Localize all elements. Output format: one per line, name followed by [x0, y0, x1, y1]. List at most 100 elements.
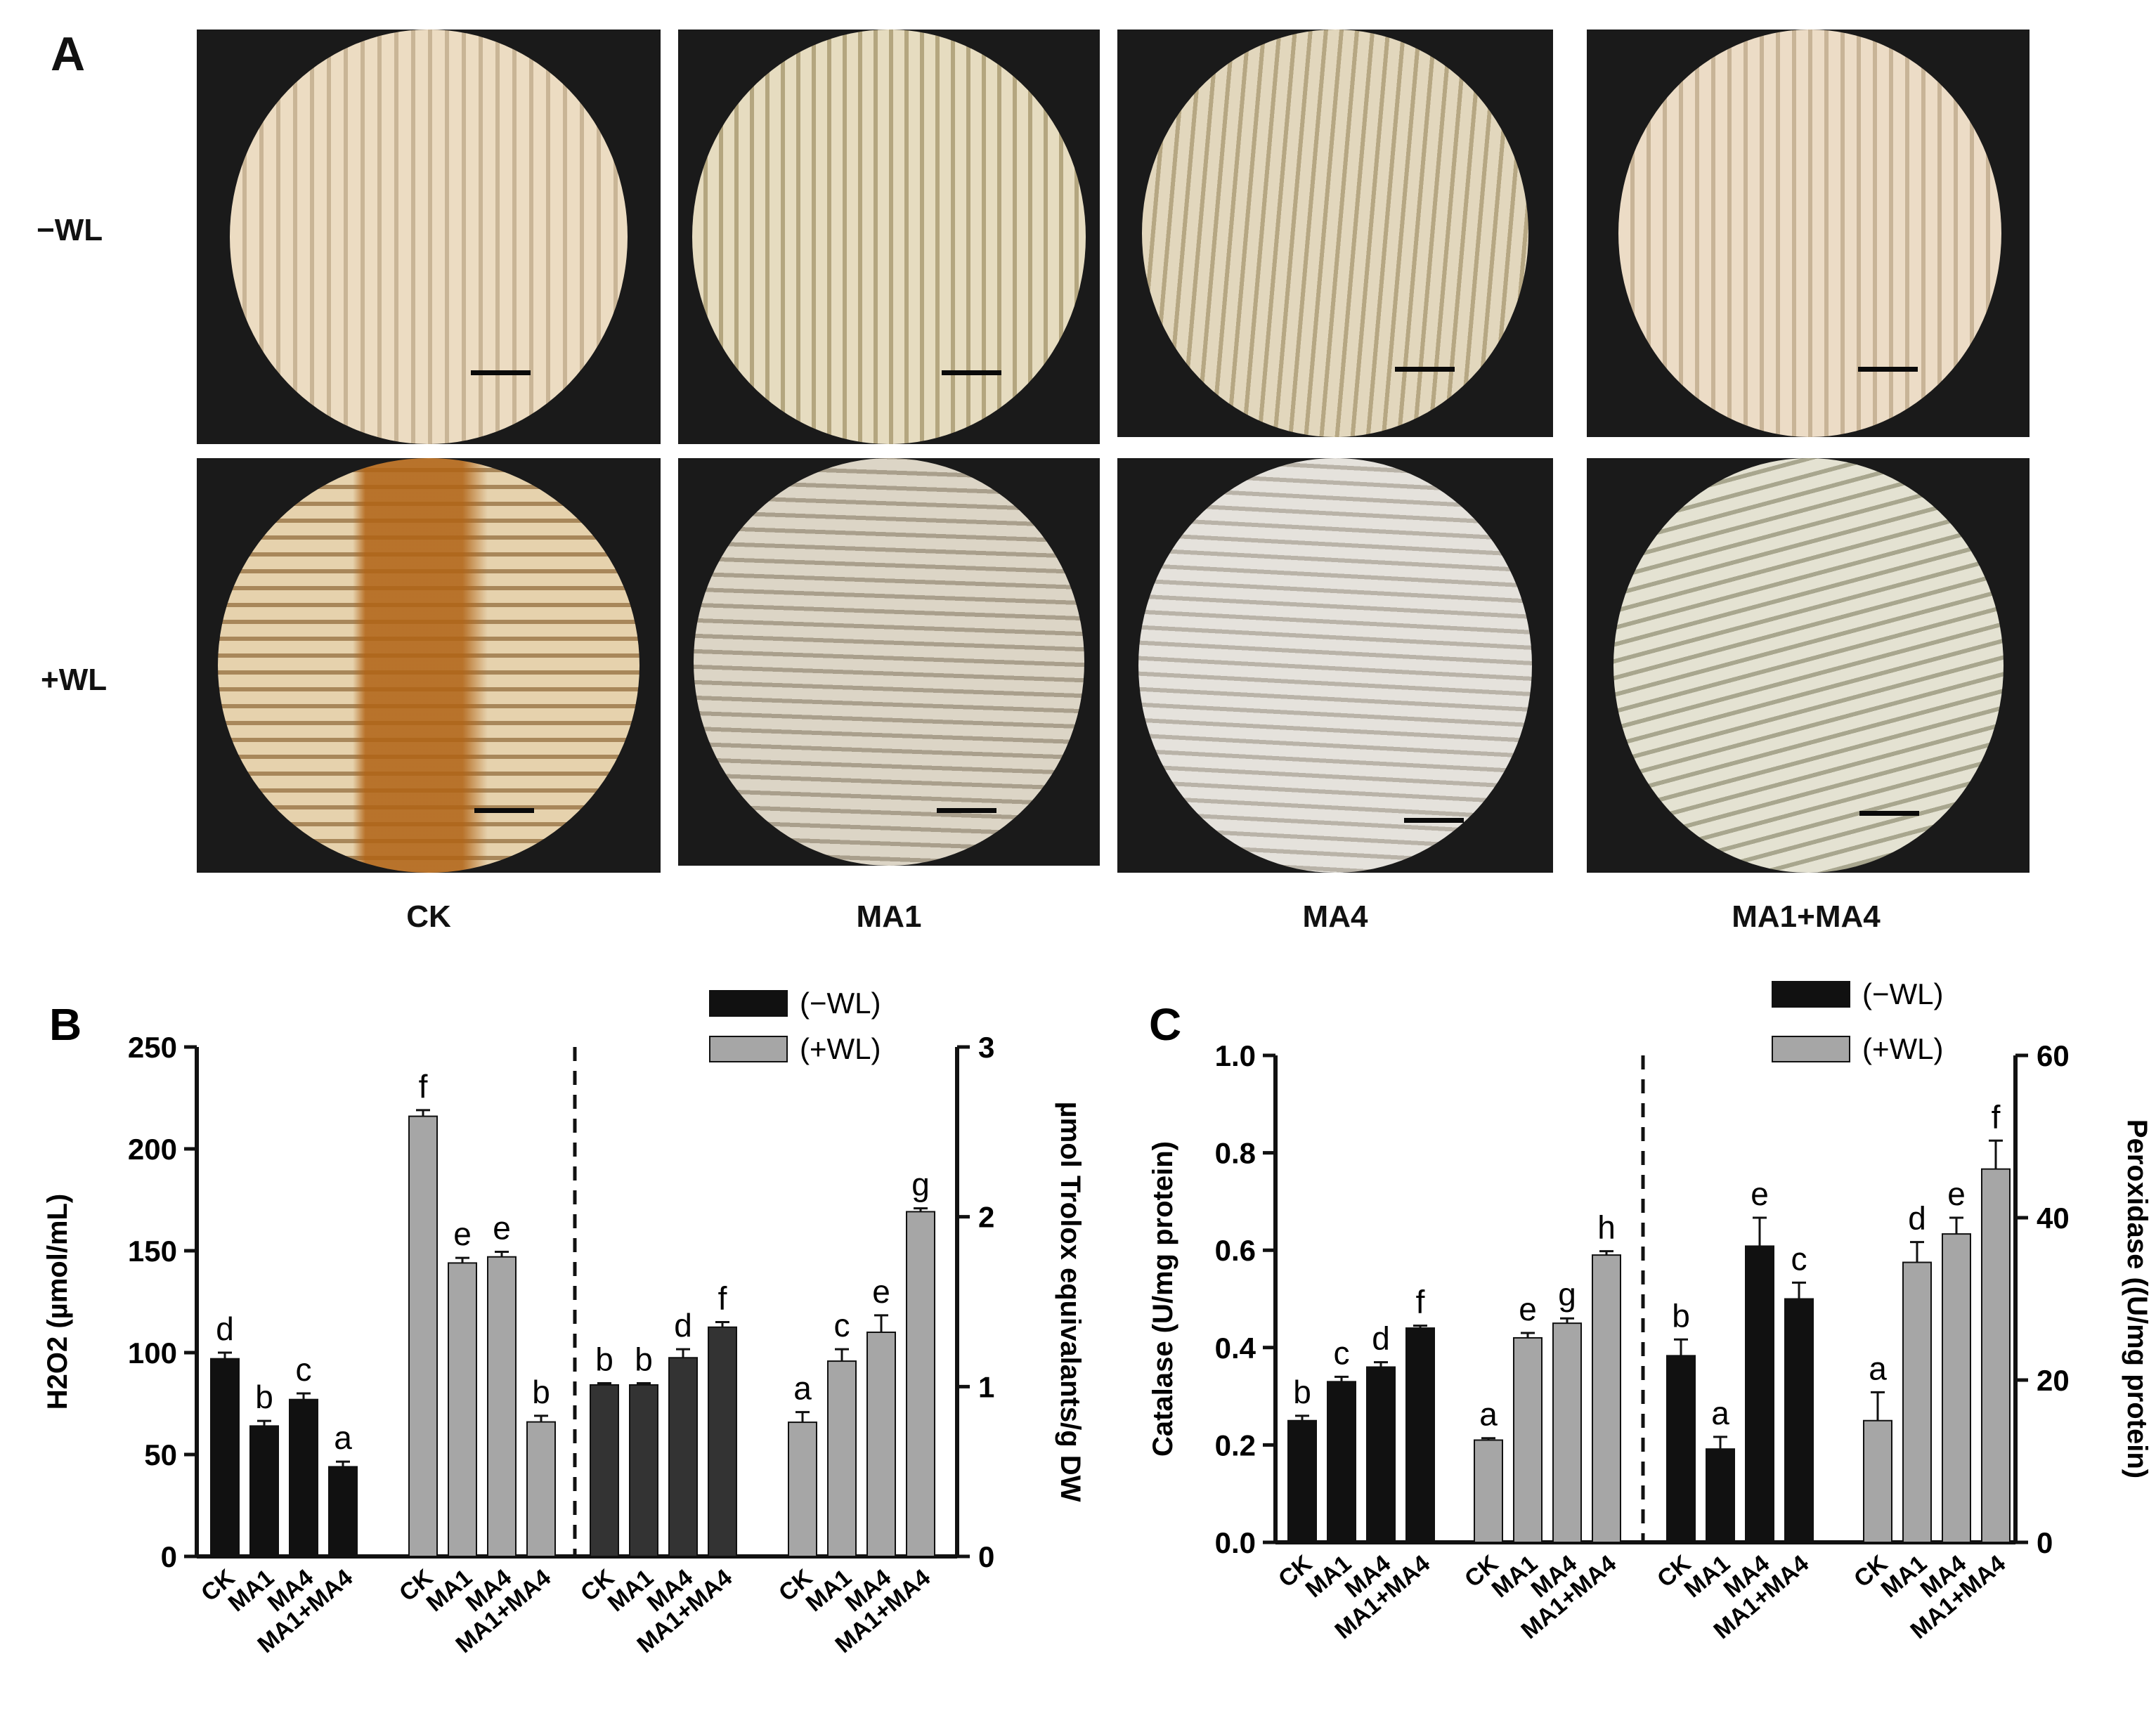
chart-c-bar-3-2 — [1942, 1233, 1971, 1543]
chart-c-sig-letter: a — [1869, 1350, 1887, 1386]
chart-c-sig-letter: f — [1992, 1098, 2001, 1135]
micrograph-minus-wl-ma4 — [1117, 30, 1553, 437]
chart-c-sig-letter: d — [1908, 1200, 1926, 1237]
col-label-ck: CK — [406, 899, 451, 934]
chart-b-bar-1-2 — [487, 1256, 517, 1557]
chart-c-legend-label-1: (+WL) — [1862, 1032, 1944, 1065]
chart-c-sig-letter: f — [1416, 1284, 1425, 1320]
chart-c-bar-0-3 — [1405, 1327, 1435, 1543]
chart-c-bar-3-0 — [1863, 1419, 1892, 1543]
row-label-minus-wl: −WL — [37, 213, 103, 247]
chart-c-bar-1-3 — [1592, 1254, 1621, 1543]
chart-c-sig-letter: e — [1751, 1176, 1769, 1212]
chart-c-left-tick-label: 0.2 — [1215, 1429, 1256, 1462]
chart-c-bar-2-3 — [1784, 1298, 1814, 1543]
micrograph-plus-wl-ck — [197, 458, 661, 873]
chart-c-right-tick-label: 40 — [2037, 1202, 2070, 1235]
chart-c-sig-letter: b — [1672, 1297, 1690, 1334]
col-label-ma1-ma4: MA1+MA4 — [1732, 899, 1881, 934]
chart-b-left-tick-label: 150 — [128, 1235, 177, 1268]
chart-c-sig-letter: b — [1293, 1374, 1311, 1410]
micrograph-plus-wl-ma4 — [1117, 458, 1553, 873]
chart-b-bar-2-1 — [629, 1384, 658, 1557]
chart-c-left-tick-label: 0.8 — [1215, 1137, 1256, 1170]
micrograph-minus-wl-ma1-ma4 — [1587, 30, 2030, 437]
chart-b-bar-3-1 — [827, 1360, 857, 1558]
chart-c-right-tick-label: 0 — [2037, 1526, 2053, 1559]
chart-b-right-tick-label: 3 — [978, 1031, 994, 1064]
chart-b-sig-letter: b — [255, 1379, 273, 1415]
chart-c-sig-letter: a — [1479, 1396, 1498, 1433]
micrograph-plus-wl-ma1 — [678, 458, 1100, 866]
chart-b-legend-swatch-0 — [709, 990, 788, 1017]
panel-a-letter: A — [51, 27, 86, 81]
chart-b-sig-letter: a — [334, 1419, 352, 1456]
chart-b-bar-0-0 — [210, 1358, 240, 1557]
chart-c-sig-letter: e — [1519, 1291, 1537, 1327]
chart-b-left-tick-label: 0 — [161, 1540, 177, 1573]
chart-c-bar-1-0 — [1474, 1439, 1503, 1543]
chart-c-bar-3-1 — [1902, 1261, 1932, 1544]
chart-c-legend-swatch-0 — [1772, 981, 1850, 1008]
chart-b-bar-3-3 — [906, 1211, 935, 1557]
chart-b-sig-letter: d — [216, 1310, 234, 1347]
chart-c-right-tick-label: 60 — [2037, 1039, 2070, 1072]
chart-c-sig-letter: d — [1372, 1320, 1390, 1357]
chart-c-left-axis-title: Catalase (U/mg protein) — [1148, 1141, 1178, 1457]
chart-b-left-axis-title: H2O2 (µmol/mL) — [42, 1194, 73, 1410]
chart-b-left-tick-label: 100 — [128, 1336, 177, 1370]
chart-c-bar-3-3 — [1981, 1168, 2011, 1543]
chart-b-legend-swatch-1 — [709, 1036, 788, 1062]
chart-b-sig-letter: g — [911, 1166, 930, 1203]
chart-b-bar-0-2 — [289, 1398, 318, 1557]
micrograph-minus-wl-ck — [197, 30, 661, 444]
chart-c-left-tick-label: 1.0 — [1215, 1039, 1256, 1072]
chart-c-bar-0-2 — [1366, 1366, 1396, 1544]
chart-c-legend-label-0: (−WL) — [1862, 977, 1944, 1010]
chart-c-panel-letter: C — [1149, 999, 1181, 1050]
chart-b-right-tick-label: 2 — [978, 1201, 994, 1234]
chart-c-bar-2-2 — [1745, 1245, 1774, 1544]
chart-b-left-tick-label: 200 — [128, 1133, 177, 1166]
chart-c-bar-1-2 — [1552, 1322, 1582, 1544]
chart-b-legend-label-1: (+WL) — [800, 1032, 881, 1065]
chart-b-bar-1-0 — [408, 1115, 438, 1557]
chart-c-sig-letter: h — [1597, 1209, 1616, 1246]
chart-b-sig-letter: b — [595, 1341, 613, 1378]
chart-b-left-tick-label: 250 — [128, 1031, 177, 1064]
chart-b-sig-letter: e — [453, 1216, 472, 1252]
chart-c-sig-letter: e — [1947, 1176, 1966, 1212]
chart-c-bar-2-0 — [1666, 1355, 1696, 1543]
chart-b-sig-letter: d — [674, 1307, 692, 1344]
chart-b-right-axis-title: µmol Trolox equivalants/g DW — [1055, 1102, 1086, 1502]
chart-c-left-tick-label: 0.0 — [1215, 1526, 1256, 1559]
chart-c-bar-2-1 — [1706, 1448, 1735, 1544]
micrograph-plus-wl-ma1-ma4 — [1587, 458, 2030, 873]
chart-c-legend-swatch-1 — [1772, 1036, 1850, 1062]
chart-c-sig-letter: c — [1334, 1334, 1350, 1371]
chart-c-right-axis-title: Peroxidase ((U/mg protein) — [2122, 1119, 2152, 1478]
chart-c-sig-letter: a — [1711, 1395, 1729, 1431]
chart-b-sig-letter: f — [718, 1280, 727, 1317]
chart-b-sig-letter: c — [834, 1307, 850, 1344]
chart-b-bar-2-3 — [708, 1326, 737, 1557]
chart-b-legend-label-0: (−WL) — [800, 987, 881, 1020]
chart-c-left-tick-label: 0.4 — [1215, 1332, 1256, 1365]
chart-b-bar-3-0 — [788, 1422, 817, 1558]
chart-b-bar-0-3 — [328, 1466, 358, 1557]
chart-b-bar-2-2 — [668, 1357, 698, 1557]
micrograph-minus-wl-ma1 — [678, 30, 1100, 444]
chart-b-sig-letter: a — [793, 1370, 812, 1407]
chart-b-bar-2-0 — [590, 1384, 619, 1557]
chart-c-left-tick-label: 0.6 — [1215, 1234, 1256, 1267]
chart-b-bar-1-3 — [526, 1421, 556, 1557]
chart-b-sig-letter: e — [493, 1209, 511, 1246]
chart-b-right-tick-label: 0 — [978, 1540, 994, 1573]
row-label-plus-wl: +WL — [41, 663, 108, 697]
chart-b-sig-letter: c — [296, 1351, 312, 1388]
chart-b-bar-0-1 — [249, 1425, 279, 1558]
chart-c-bar-1-1 — [1513, 1336, 1543, 1543]
chart-c-right-tick-label: 20 — [2037, 1364, 2070, 1397]
chart-b-sig-letter: f — [419, 1068, 428, 1105]
